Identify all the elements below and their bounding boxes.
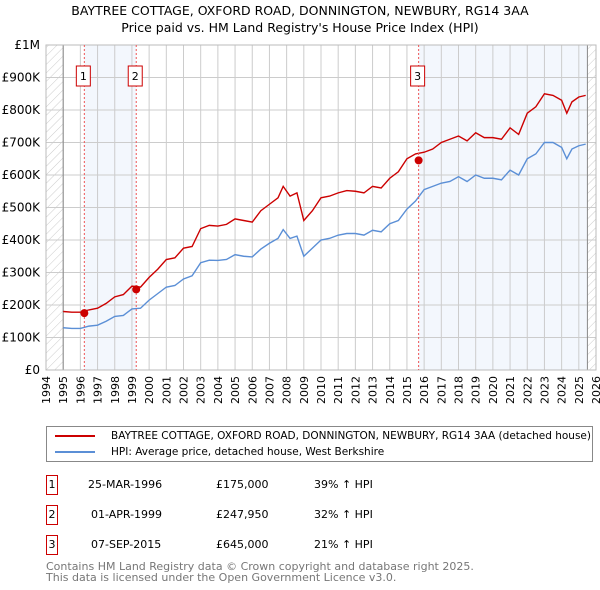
footer-licence: This data is licensed under the Open Gov… [46, 571, 397, 584]
x-tick-label: 2017 [435, 376, 448, 404]
sale-marker-label: 3 [414, 70, 421, 83]
x-tick-label: 2024 [556, 376, 569, 404]
sale-point [414, 156, 423, 165]
x-tick-label: 2025 [573, 376, 586, 404]
x-tick-label: 2005 [229, 376, 242, 404]
x-tick-label: 2001 [160, 376, 173, 404]
x-tick-label: 2013 [367, 376, 380, 404]
chart-title: BAYTREE COTTAGE, OXFORD ROAD, DONNINGTON… [71, 3, 529, 18]
sale-price: £175,000 [216, 478, 269, 491]
property-price-line [63, 92, 586, 313]
y-tick-label: £900K [2, 71, 42, 85]
sale-point [80, 309, 89, 318]
legend-item-property: BAYTREE COTTAGE, OXFORD ROAD, DONNINGTON… [55, 430, 591, 442]
x-tick-label: 2011 [332, 376, 345, 404]
y-tick-label: £600K [2, 168, 42, 182]
sale-marker-box [75, 65, 91, 87]
sale-date: 01-APR-1999 [91, 508, 163, 521]
sale-price: £645,000 [216, 538, 269, 551]
x-tick-label: 1997 [92, 376, 105, 404]
sale-price: £247,950 [216, 508, 269, 521]
legend-swatch-red [55, 435, 95, 437]
x-tick-label: 2012 [349, 376, 362, 404]
chart-subtitle: Price paid vs. HM Land Registry's House … [121, 20, 479, 35]
y-tick-label: £1M [14, 38, 40, 52]
price-chart: 1 2 3 1994 1995 1996 1997 1998 1999 2000 2001 2002 2… [2, 38, 600, 404]
x-tick-label: 2016 [418, 376, 431, 404]
sale-hpi: 32% ↑ HPI [314, 508, 373, 521]
sale-marker-badge: 1 [46, 475, 58, 495]
sale-marker-badge: 2 [46, 505, 58, 525]
legend-swatch-blue [55, 451, 95, 453]
y-tick-label: £400K [2, 233, 42, 247]
y-tick-label: £100K [2, 331, 42, 345]
sale-marker-label: 1 [80, 70, 87, 83]
sale-hpi: 21% ↑ HPI [314, 538, 373, 551]
sale-point [132, 285, 141, 294]
x-tick-label: 2004 [212, 376, 225, 404]
x-tick-label: 2003 [195, 376, 208, 404]
y-tick-label: £300K [2, 266, 42, 280]
x-tick-label: 2008 [281, 376, 294, 404]
x-tick-label: 2021 [504, 376, 517, 404]
legend-label: HPI: Average price, detached house, West… [111, 446, 385, 458]
x-tick-label: 1998 [109, 376, 122, 404]
x-tick-label: 1995 [57, 376, 70, 404]
sale-marker-badge: 3 [46, 535, 58, 555]
sale-date: 07-SEP-2015 [91, 538, 162, 551]
x-tick-label: 2018 [453, 376, 466, 404]
x-tick-label: 2002 [178, 376, 191, 404]
x-tick-label: 2023 [538, 376, 551, 404]
legend: BAYTREE COTTAGE, OXFORD ROAD, DONNINGTON… [46, 426, 593, 462]
x-tick-label: 2015 [401, 376, 414, 404]
sale-marker-box [410, 65, 426, 87]
x-tick-label: 2014 [384, 376, 397, 404]
y-tick-label: £800K [2, 103, 42, 117]
x-tick-label: 1994 [40, 376, 53, 404]
legend-label: BAYTREE COTTAGE, OXFORD ROAD, DONNINGTON… [111, 430, 591, 442]
y-tick-label: £200K [2, 298, 42, 312]
legend-item-hpi: HPI: Average price, detached house, West… [55, 446, 384, 458]
hpi-line [63, 141, 586, 330]
x-tick-label: 2020 [487, 376, 500, 404]
footer-copyright: Contains HM Land Registry data © Crown c… [46, 560, 474, 573]
sale-marker-label: 2 [132, 70, 139, 83]
y-tick-label: £0 [25, 363, 40, 377]
x-tick-label: 1999 [126, 376, 139, 404]
y-tick-label: £500K [2, 201, 42, 215]
plot-frame [45, 44, 597, 371]
x-tick-label: 1996 [74, 376, 87, 404]
y-tick-label: £700K [2, 136, 42, 150]
x-tick-label: 2010 [315, 376, 328, 404]
x-tick-label: 2022 [521, 376, 534, 404]
x-tick-label: 2000 [143, 376, 156, 404]
sale-marker-box [127, 65, 143, 87]
x-tick-label: 2009 [298, 376, 311, 404]
x-tick-label: 2006 [246, 376, 259, 404]
x-tick-label: 2019 [470, 376, 483, 404]
x-tick-label: 2026 [590, 376, 600, 404]
x-tick-label: 2007 [263, 376, 276, 404]
sale-hpi: 39% ↑ HPI [314, 478, 373, 491]
sale-date: 25-MAR-1996 [88, 478, 163, 491]
